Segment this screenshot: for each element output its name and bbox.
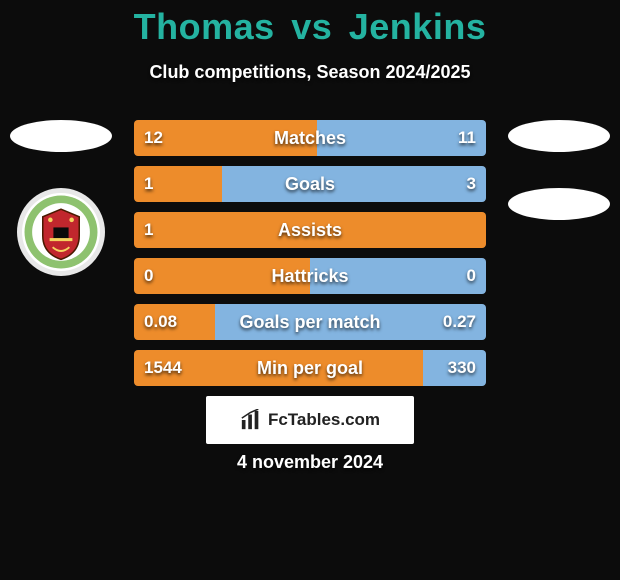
subtitle: Club competitions, Season 2024/2025 xyxy=(0,62,620,83)
attribution-box: FcTables.com xyxy=(206,396,414,444)
stat-bar-fill-right xyxy=(310,258,486,294)
stat-bar: 13Goals xyxy=(134,166,486,202)
left-side-column xyxy=(6,120,116,276)
club-badge-left xyxy=(17,188,105,276)
stat-bar: 1211Matches xyxy=(134,120,486,156)
right-side-column xyxy=(504,120,614,220)
stat-bar: 0.080.27Goals per match xyxy=(134,304,486,340)
stat-bar-fill-right xyxy=(317,120,486,156)
stat-bar-fill-left xyxy=(134,350,423,386)
stat-bar-fill-right xyxy=(215,304,486,340)
title-vs: vs xyxy=(291,6,332,47)
player-photo-placeholder-left xyxy=(10,120,112,152)
stat-bars: 1211Matches 13Goals 1Assists 00Hattricks 0.0… xyxy=(134,120,486,386)
stat-bar: 1Assists xyxy=(134,212,486,248)
player-photo-placeholder-right-1 xyxy=(508,120,610,152)
stat-bar-fill-left xyxy=(134,258,310,294)
stat-bar: 00Hattricks xyxy=(134,258,486,294)
player-photo-placeholder-right-2 xyxy=(508,188,610,220)
stat-bar-fill-right xyxy=(222,166,486,202)
attribution-text: FcTables.com xyxy=(268,410,380,430)
title-right: Jenkins xyxy=(349,6,487,47)
club-crest-icon xyxy=(23,194,99,270)
page-title: Thomas vs Jenkins xyxy=(0,0,620,48)
stat-bar-fill-left xyxy=(134,212,486,248)
stat-bar-fill-left xyxy=(134,166,222,202)
stat-bar: 1544330Min per goal xyxy=(134,350,486,386)
title-left: Thomas xyxy=(134,6,275,47)
stat-bar-fill-right xyxy=(423,350,486,386)
stat-bar-fill-left xyxy=(134,120,317,156)
date-text: 4 november 2024 xyxy=(0,452,620,473)
stats-comparison-card: Thomas vs Jenkins Club competitions, Sea… xyxy=(0,0,620,580)
stat-bar-fill-left xyxy=(134,304,215,340)
bars-icon xyxy=(240,409,262,431)
